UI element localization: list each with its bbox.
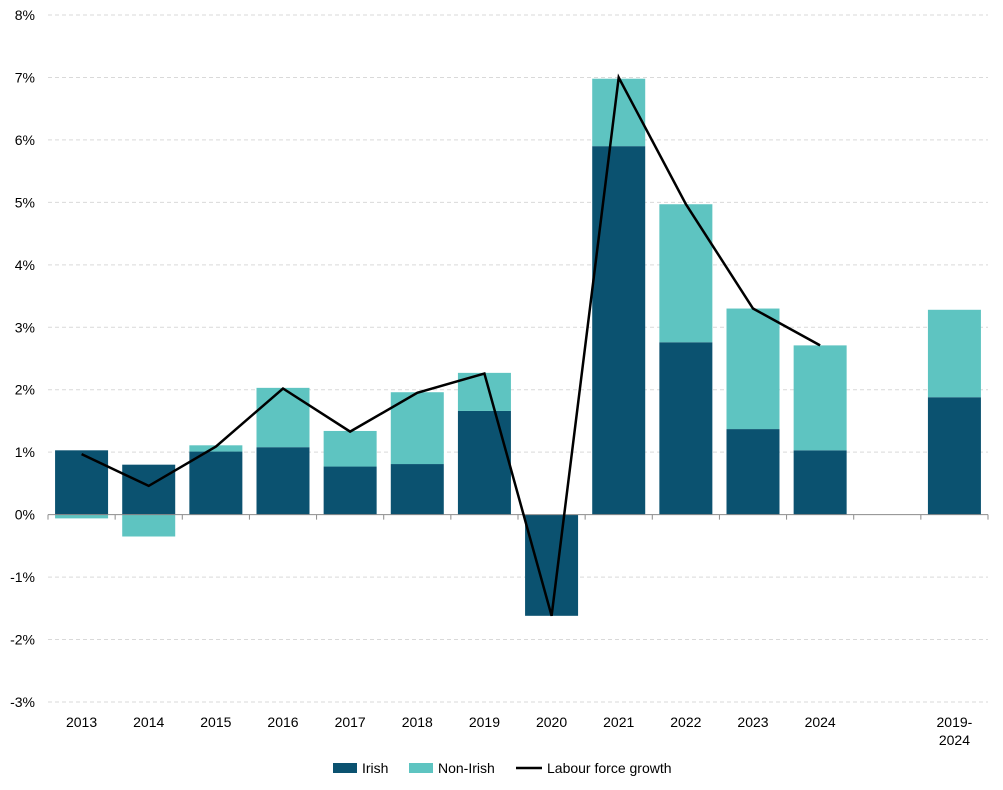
x-tick-label: 2020 [536, 714, 567, 730]
bar-irish-2021 [592, 146, 646, 515]
bar-irish-2023 [726, 429, 780, 515]
y-tick-label: 5% [15, 194, 35, 210]
bar-non-irish-2014 [122, 514, 176, 537]
gridlines [48, 14, 988, 703]
y-tick-label: 1% [15, 444, 35, 460]
y-tick-label: 6% [15, 132, 35, 148]
x-tick-label: 2023 [737, 714, 768, 730]
bar-irish-2016 [256, 447, 310, 515]
bar-irish-2014 [122, 464, 176, 515]
bar-non-irish-2022 [659, 204, 713, 343]
y-tick-label: 0% [15, 507, 35, 523]
x-tick-label: 2019- [937, 714, 973, 730]
bar-irish-2018 [390, 464, 444, 515]
bar-irish-2019 [457, 410, 511, 515]
x-tick-label: 2016 [267, 714, 298, 730]
bar-irish-2015 [189, 451, 243, 515]
bar-irish-2013 [55, 450, 109, 515]
x-tick-label: 2018 [402, 714, 433, 730]
bar-irish-2024 [793, 450, 847, 515]
y-tick-label: 8% [15, 7, 35, 23]
x-tick-label: 2019 [469, 714, 500, 730]
bar-non-irish-2017 [323, 430, 377, 467]
y-tick-label: 3% [15, 319, 35, 335]
x-tick-label: 2024 [805, 714, 836, 730]
x-tick-label: 2021 [603, 714, 634, 730]
y-axis-tick-labels: 8% 7% 6% 5% 4% 3% 2% 1% 0% -1% -2% -3% [10, 7, 35, 710]
legend: Irish Non-Irish Labour force growth [333, 760, 672, 776]
legend-label-non-irish: Non-Irish [438, 760, 495, 776]
bar-irish-2019-2024 [927, 397, 981, 515]
y-tick-label: 7% [15, 69, 35, 85]
x-tick-label: 2015 [200, 714, 231, 730]
x-tick-label: 2014 [133, 714, 164, 730]
bar-non-irish-2024 [793, 345, 847, 451]
bar-irish-2020 [525, 514, 579, 616]
bar-non-irish-2015 [189, 445, 243, 452]
bar-non-irish-2019-2024 [927, 309, 981, 398]
y-tick-label: -3% [10, 694, 35, 710]
legend-label-labour-force: Labour force growth [547, 760, 672, 776]
labour-force-growth-line [81, 73, 821, 617]
y-tick-label: -1% [10, 569, 35, 585]
x-tick-label: 2024 [939, 732, 970, 748]
bars [55, 78, 981, 616]
x-tick-label: 2017 [335, 714, 366, 730]
legend-swatch-non-irish [409, 763, 433, 773]
x-axis-tick-labels: 2013 2014 2015 2016 2017 2018 2019 2020 2021 2022… [66, 714, 973, 748]
bar-non-irish-2023 [726, 308, 780, 430]
labour-force-line [81, 73, 821, 617]
x-tick-label: 2013 [66, 714, 97, 730]
bar-irish-2017 [323, 466, 377, 515]
y-tick-label: 4% [15, 257, 35, 273]
y-tick-label: 2% [15, 382, 35, 398]
x-axis [47, 514, 989, 520]
legend-swatch-irish [333, 763, 357, 773]
bar-non-irish-2016 [256, 387, 310, 448]
x-tick-label: 2022 [670, 714, 701, 730]
bar-non-irish-2013 [55, 514, 109, 519]
legend-label-irish: Irish [362, 760, 388, 776]
y-tick-label: -2% [10, 632, 35, 648]
bar-irish-2022 [659, 342, 713, 515]
